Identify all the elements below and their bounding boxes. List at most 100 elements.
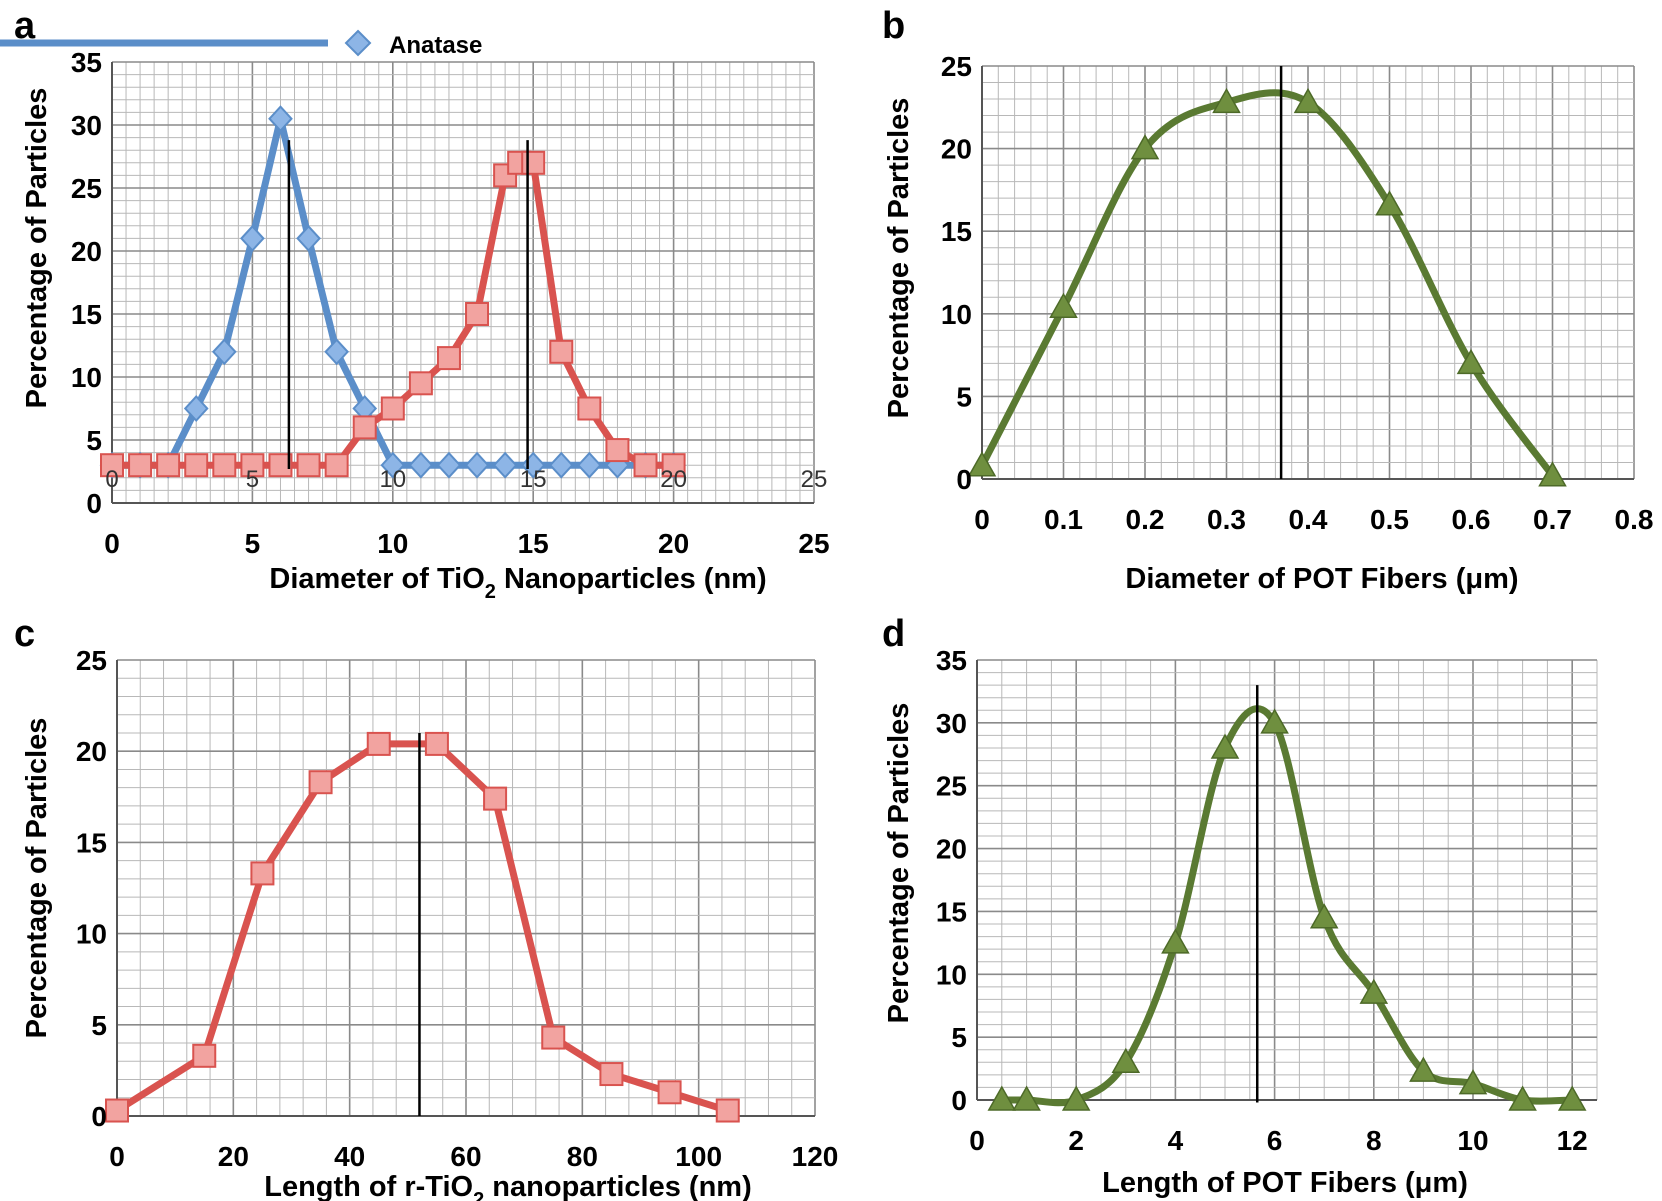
square-marker [296,453,321,478]
x-tick-label: 0.3 [1207,504,1246,535]
y-tick-label: 35 [936,645,967,676]
x-tick-label: 4 [1168,1125,1184,1156]
y-axis-title: Percentage of Particles [21,718,53,1039]
diamond-marker [211,338,237,366]
x-tick-label: 10 [377,528,408,559]
diamond-marker [492,451,518,479]
square-marker [483,786,508,811]
y-tick-label: 10 [936,959,967,990]
triangle-marker [1557,1085,1587,1111]
y-axis-title: Percentage of Particles [21,88,53,409]
y-tick-label: 15 [936,896,967,927]
x-tick-label: 0.1 [1044,504,1083,535]
legend-marker-anatase [344,29,372,57]
square-marker [436,346,461,371]
triangle-marker [967,451,997,477]
x-tick-label: 0.8 [1615,504,1654,535]
y-tick-label: 10 [76,919,107,950]
y-tick-label: 35 [71,47,102,78]
x-axis-title: Diameter of POT Fibers (μm) [1125,563,1518,595]
x-tick-top-label: 25 [801,466,828,493]
y-tick-label: 15 [941,216,972,247]
y-ticks: 0 5 10 15 20 25 [76,645,107,1132]
square-marker [212,453,237,478]
x-tick-label: 0 [969,1125,985,1156]
square-marker [380,396,405,421]
y-tick-label: 0 [91,1101,107,1132]
x-tick-label: 6 [1267,1125,1283,1156]
triangle-marker [1359,978,1389,1004]
y-tick-label: 30 [71,110,102,141]
triangle-marker [1409,1056,1438,1082]
square-marker [599,1062,624,1087]
triangle-marker [1212,87,1241,114]
triangle-marker [987,1085,1017,1111]
square-marker [577,396,602,421]
y-axis-title: Percentage of Particles [883,703,915,1024]
x-tick-label: 0.7 [1533,504,1572,535]
x-tick-label: 0.2 [1126,504,1165,535]
panel-letter: d [882,613,905,655]
plot-marks [987,685,1587,1111]
y-tick-label: 5 [956,381,972,412]
grid [116,659,816,1117]
y-tick-label: 25 [71,173,102,204]
square-marker [100,453,124,478]
x-tick-label: 0.5 [1370,504,1409,535]
triangle-marker [1508,1085,1537,1111]
diamond-marker [296,224,321,252]
panel-b: b 0 5 10 15 20 25 0 0.1 0.2 0.3 0.4 0.5 0.6 0.7 0.8 P… [882,5,1653,595]
triangle-marker [1130,134,1160,160]
x-tick-label: 20 [218,1141,249,1172]
square-marker [541,1025,566,1050]
diamond-marker [548,451,574,479]
diamond-marker [268,105,293,133]
x-axis-title: Length of r-TiO2 nanoparticles (nm) [264,1171,752,1201]
y-tick-label: 25 [936,771,967,802]
triangle-marker [1309,903,1339,929]
diamond-marker [380,451,406,479]
x-tick-label: 5 [245,528,261,559]
y-tick-label: 5 [91,1010,107,1041]
square-marker [308,770,333,795]
diamond-marker [577,451,602,479]
square-marker [424,731,449,756]
x-tick-label: 60 [450,1141,481,1172]
diamond-marker [436,451,462,479]
square-marker [105,1098,129,1123]
x-ticks: 0 5 10 15 20 25 [104,528,829,559]
plot-marks [99,105,686,479]
triangle-marker [1538,461,1567,487]
plot-marks [105,731,740,1123]
x-tick-label: 0.4 [1289,504,1328,535]
square-marker [184,453,209,478]
triangle-marker [1210,733,1240,759]
x-tick-label: 120 [792,1141,839,1172]
square-marker [192,1043,217,1068]
legend: Anatase [0,29,482,59]
x-tick-label: 0 [109,1141,125,1172]
square-marker [657,1080,682,1105]
x-axis-title: Length of POT Fibers (μm) [1102,1167,1468,1199]
x-tick-label: 15 [518,528,549,559]
y-tick-label: 30 [936,708,967,739]
x-tick-label: 20 [658,528,689,559]
y-tick-label: 20 [71,236,102,267]
x-tick-label: 25 [798,528,829,559]
y-ticks: 0 5 10 15 20 25 [941,51,972,495]
square-marker [240,453,265,478]
x-tick-label: 2 [1068,1125,1084,1156]
grid [981,65,1635,480]
y-tick-label: 5 [86,425,102,456]
x-ticks: 0 2 4 6 8 10 12 [969,1125,1588,1156]
square-marker [268,453,293,478]
x-tick-top-label: 15 [520,466,547,493]
x-ticks: 0 20 40 60 80 100 120 [109,1141,838,1172]
x-ticks-top: 0 5 10 15 20 25 [105,466,827,493]
diamond-marker [324,338,349,366]
square-marker [324,453,349,478]
x-tick-label: 80 [567,1141,598,1172]
diamond-marker [183,395,209,422]
y-tick-label: 5 [951,1022,967,1053]
square-marker [408,371,433,396]
